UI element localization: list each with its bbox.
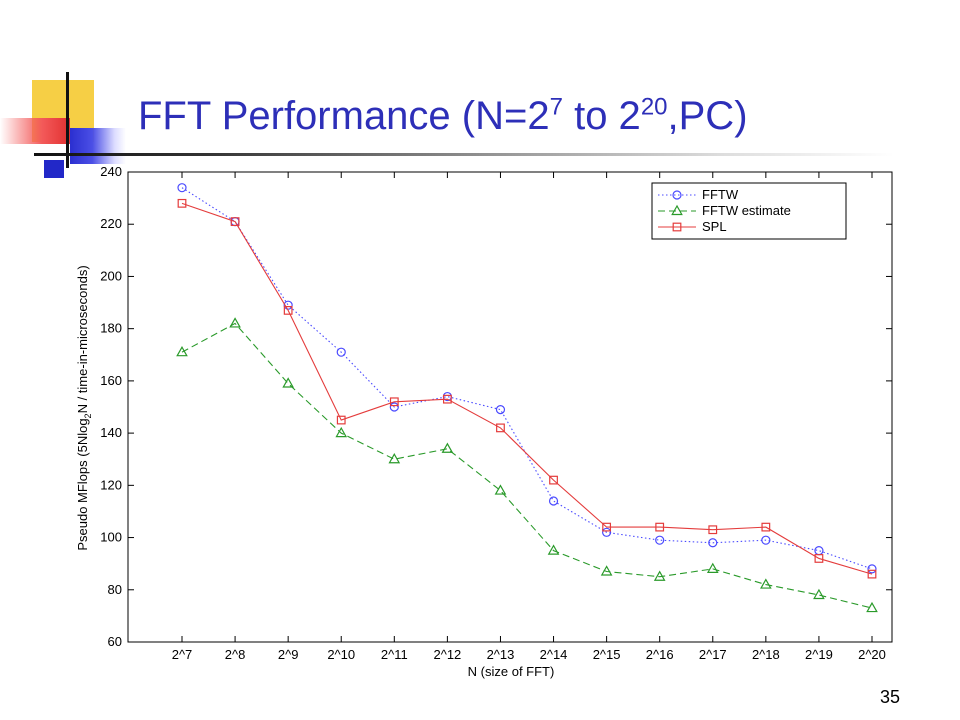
x-tick-label: 2^7 — [172, 647, 193, 662]
data-point-fftw-estimate — [760, 578, 772, 589]
data-point-fftw-estimate — [653, 570, 666, 581]
axes: 60 80 100 120 140 160 180 200 220 240 2^7 2^8 2^9 2^1… — [100, 164, 893, 662]
series-line-fftw — [181, 187, 873, 570]
data-point-fftw — [548, 496, 559, 506]
x-tick-label: 2^10 — [327, 647, 355, 662]
x-tick-label: 2^9 — [278, 647, 299, 662]
data-point-fftw-estimate — [441, 442, 454, 453]
data-point-fftw — [708, 538, 718, 548]
legend-marker-fftw-estimate — [671, 204, 683, 216]
decor-vertical-line — [66, 72, 69, 168]
title-exponent-start: 7 — [549, 93, 563, 121]
y-tick-label: 60 — [108, 634, 122, 649]
data-point-fftw — [495, 405, 506, 415]
data-point-fftw-estimate — [176, 345, 188, 357]
data-point-spl — [708, 525, 718, 535]
y-tick-label: 120 — [100, 477, 122, 492]
x-tick-label: 2^15 — [593, 647, 621, 662]
data-point-fftw-estimate — [335, 426, 348, 438]
y-tick-label: 220 — [100, 216, 122, 231]
legend-marker-fftw — [672, 190, 682, 200]
y-axis-label-part2: N / time-in-microseconds) — [75, 265, 90, 413]
data-point-spl — [761, 522, 771, 532]
data-point-fftw-estimate — [494, 484, 507, 495]
data-point-fftw-estimate — [813, 588, 825, 600]
y-tick-label: 100 — [100, 530, 122, 545]
series-layer — [176, 183, 878, 613]
data-point-fftw — [389, 402, 399, 412]
data-point-fftw-estimate — [866, 601, 878, 613]
data-point-spl — [867, 569, 877, 579]
data-point-spl — [336, 415, 346, 425]
y-tick-label: 180 — [100, 321, 122, 336]
y-tick-label: 240 — [100, 164, 122, 179]
series-line-spl — [181, 202, 873, 575]
slide-title: FFT Performance (N=27 to 220,PC) — [138, 94, 748, 139]
title-mid: to 2 — [562, 94, 641, 138]
title-end: ,PC) — [667, 94, 748, 138]
title-underline — [34, 153, 894, 156]
legend-box — [651, 182, 847, 240]
data-point-spl — [496, 423, 505, 433]
x-tick-label: 2^16 — [646, 647, 674, 662]
x-tick-label: 2^11 — [381, 647, 408, 662]
plot-frame — [127, 171, 893, 643]
data-point-fftw-estimate — [388, 453, 401, 464]
title-main: FFT Performance (N=2 — [138, 94, 550, 138]
data-point-fftw — [283, 300, 293, 310]
data-point-fftw — [655, 535, 665, 545]
data-point-spl — [177, 198, 187, 208]
legend-marker-spl — [672, 222, 682, 232]
data-point-fftw — [336, 347, 346, 357]
data-point-fftw-estimate — [547, 544, 560, 555]
legend-label-fftw-estimate: FFTW estimate — [702, 203, 791, 218]
x-tick-label: 2^19 — [805, 647, 833, 662]
data-point-fftw — [177, 183, 187, 193]
data-point-fftw-estimate — [706, 562, 719, 573]
data-point-fftw — [761, 535, 771, 545]
y-axis-label-subscript: 2 — [83, 413, 93, 418]
legend-label-spl: SPL — [702, 219, 727, 234]
x-tick-label: 2^8 — [225, 647, 246, 662]
y-tick-label: 160 — [100, 373, 122, 388]
decor-blue-bar — [70, 128, 126, 164]
y-axis-label-part1: Pseudo MFlops (5Nlog — [75, 418, 90, 550]
data-point-fftw-estimate — [229, 317, 241, 328]
data-point-spl — [814, 554, 824, 563]
data-point-fftw — [867, 564, 877, 574]
x-tick-label: 2^14 — [540, 647, 568, 662]
x-tick-label: 2^13 — [487, 647, 515, 662]
page-number: 35 — [880, 687, 901, 707]
legend-label-fftw: FFTW — [702, 187, 739, 202]
y-tick-label: 80 — [108, 582, 122, 597]
data-point-spl — [389, 397, 399, 407]
x-tick-label: 2^20 — [858, 647, 886, 662]
x-tick-label: 2^18 — [752, 647, 780, 662]
x-tick-label: 2^17 — [699, 647, 727, 662]
series-line-fftw-estimate — [181, 322, 873, 609]
series-fftw — [177, 183, 877, 574]
data-point-spl — [442, 394, 452, 404]
data-point-fftw-estimate — [600, 565, 613, 576]
y-tick-label: 140 — [100, 425, 122, 440]
decor-red-bar — [0, 118, 70, 144]
series-fftw-estimate — [176, 317, 878, 613]
x-axis-label: N (size of FFT) — [468, 664, 555, 679]
y-tick-label: 200 — [100, 268, 122, 283]
data-point-fftw — [602, 527, 612, 537]
y-axis-label: Pseudo MFlops (5Nlog2N / time-in-microse… — [75, 265, 93, 550]
title-exponent-end: 20 — [640, 93, 668, 121]
series-spl — [177, 198, 877, 579]
data-point-spl — [283, 305, 293, 315]
data-point-spl — [655, 522, 665, 532]
data-point-spl — [549, 475, 558, 485]
data-point-fftw-estimate — [282, 377, 294, 388]
x-tick-label: 2^12 — [433, 647, 461, 662]
data-point-spl — [602, 522, 612, 532]
decor-blue-small-square — [44, 160, 64, 178]
data-point-spl — [230, 217, 240, 227]
